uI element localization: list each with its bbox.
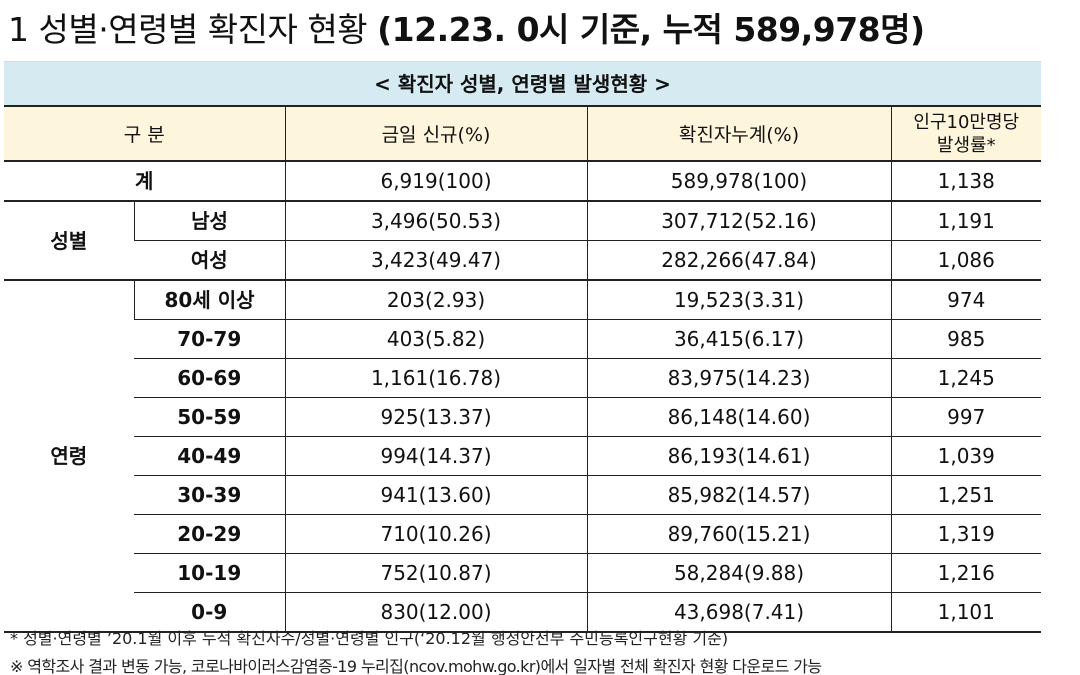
cell-today: 403(5.82) bbox=[284, 319, 587, 359]
cell-cumulative: 589,978(100) bbox=[586, 161, 891, 202]
header-category: 구 분 bbox=[4, 105, 285, 162]
row-label: 60-69 bbox=[134, 358, 285, 398]
header-rate-line1: 인구10만명당 bbox=[913, 111, 1020, 133]
cell-cumulative: 58,284(9.88) bbox=[586, 553, 891, 593]
cell-cumulative: 43,698(7.41) bbox=[586, 592, 891, 633]
cell-cumulative: 19,523(3.31) bbox=[586, 280, 891, 320]
cell-rate: 1,101 bbox=[890, 592, 1041, 633]
group-label-sex: 성별 bbox=[4, 201, 134, 281]
row-label: 0-9 bbox=[134, 592, 285, 633]
row-label: 여성 bbox=[134, 240, 285, 281]
confirmed-cases-table: 구 분 금일 신규(%) 확진자누계(%) 인구10만명당 발생률* 계 6,9… bbox=[4, 105, 1041, 633]
table-header-row: 구 분 금일 신규(%) 확진자누계(%) 인구10만명당 발생률* bbox=[4, 105, 1041, 162]
cell-today: 941(13.60) bbox=[284, 475, 587, 515]
row-label: 70-79 bbox=[134, 319, 285, 359]
row-label: 남성 bbox=[133, 201, 285, 241]
row-label: 50-59 bbox=[134, 397, 285, 437]
title-basis: (12.23. 0시 기준, 누적 589,978명) bbox=[377, 10, 925, 49]
cell-cumulative: 282,266(47.84) bbox=[586, 240, 891, 281]
row-label: 80세 이상 bbox=[133, 280, 285, 320]
cell-today: 925(13.37) bbox=[284, 397, 587, 437]
stats-table-container: < 확진자 성별, 연령별 발생현황 > 구 분 금일 신규(%) 확진자누계(… bbox=[4, 61, 1041, 633]
cell-today: 752(10.87) bbox=[284, 553, 587, 593]
table-row: 50-59 925(13.37) 86,148(14.60) 997 bbox=[4, 397, 1041, 437]
table-row: 60-69 1,161(16.78) 83,975(14.23) 1,245 bbox=[4, 358, 1041, 398]
row-label: 20-29 bbox=[134, 514, 285, 554]
page-title: 1 성별·연령별 확진자 현황 (12.23. 0시 기준, 누적 589,97… bbox=[8, 8, 925, 52]
cell-today: 6,919(100) bbox=[284, 161, 587, 202]
header-today-new: 금일 신규(%) bbox=[284, 105, 587, 162]
cell-cumulative: 83,975(14.23) bbox=[586, 358, 891, 398]
cell-rate: 1,138 bbox=[890, 161, 1041, 202]
header-rate: 인구10만명당 발생률* bbox=[890, 105, 1041, 162]
cell-rate: 1,251 bbox=[890, 475, 1041, 515]
cell-today: 1,161(16.78) bbox=[284, 358, 587, 398]
table-row: 여성 3,423(49.47) 282,266(47.84) 1,086 bbox=[4, 240, 1041, 281]
cell-today: 830(12.00) bbox=[284, 592, 587, 633]
footnote-data-source: ※ 역학조사 결과 변동 가능, 코로나바이러스감염증-19 누리집(ncov.… bbox=[10, 657, 822, 675]
table-caption: < 확진자 성별, 연령별 발생현황 > bbox=[4, 61, 1041, 105]
cell-cumulative: 86,148(14.60) bbox=[586, 397, 891, 437]
table-row: 20-29 710(10.26) 89,760(15.21) 1,319 bbox=[4, 514, 1041, 554]
cell-cumulative: 36,415(6.17) bbox=[586, 319, 891, 359]
cell-today: 3,423(49.47) bbox=[284, 240, 587, 281]
table-row: 10-19 752(10.87) 58,284(9.88) 1,216 bbox=[4, 553, 1041, 593]
table-row: 70-79 403(5.82) 36,415(6.17) 985 bbox=[4, 319, 1041, 359]
cell-cumulative: 85,982(14.57) bbox=[586, 475, 891, 515]
header-cumulative: 확진자누계(%) bbox=[586, 105, 891, 162]
cell-today: 994(14.37) bbox=[284, 436, 587, 476]
header-rate-line2: 발생률* bbox=[936, 134, 996, 156]
cell-today: 203(2.93) bbox=[284, 280, 587, 320]
cell-rate: 1,216 bbox=[890, 553, 1041, 593]
table-row: 0-9 830(12.00) 43,698(7.41) 1,101 bbox=[4, 592, 1041, 633]
cell-today: 3,496(50.53) bbox=[284, 201, 587, 241]
table-row: 30-39 941(13.60) 85,982(14.57) 1,251 bbox=[4, 475, 1041, 515]
cell-rate: 1,191 bbox=[890, 201, 1041, 241]
cell-rate: 1,086 bbox=[890, 240, 1041, 281]
cell-cumulative: 307,712(52.16) bbox=[586, 201, 891, 241]
cell-today: 710(10.26) bbox=[284, 514, 587, 554]
group-label-age: 연령 bbox=[4, 280, 134, 633]
section-number: 1 bbox=[8, 10, 29, 49]
cell-rate: 1,039 bbox=[890, 436, 1041, 476]
table-row: 연령 80세 이상 203(2.93) 19,523(3.31) 974 bbox=[4, 280, 1041, 633]
cell-rate: 1,319 bbox=[890, 514, 1041, 554]
footnote-rate-definition: * 성별·연령별 ’20.1월 이후 누적 확진자수/성별·연령별 인구(‘20… bbox=[10, 629, 729, 648]
cell-cumulative: 89,760(15.21) bbox=[586, 514, 891, 554]
row-label: 계 bbox=[4, 161, 285, 202]
cell-rate: 1,245 bbox=[890, 358, 1041, 398]
row-label: 30-39 bbox=[134, 475, 285, 515]
table-row-total: 계 6,919(100) 589,978(100) 1,138 bbox=[4, 161, 1041, 202]
cell-rate: 997 bbox=[890, 397, 1041, 437]
table-row: 성별 남성 3,496(50.53) 307,712(52.16) 1,191 bbox=[4, 201, 1041, 281]
cell-rate: 974 bbox=[890, 280, 1041, 320]
table-row: 40-49 994(14.37) 86,193(14.61) 1,039 bbox=[4, 436, 1041, 476]
title-main: 성별·연령별 확진자 현황 bbox=[38, 10, 368, 49]
row-label: 10-19 bbox=[134, 553, 285, 593]
row-label: 40-49 bbox=[134, 436, 285, 476]
cell-rate: 985 bbox=[890, 319, 1041, 359]
cell-cumulative: 86,193(14.61) bbox=[586, 436, 891, 476]
